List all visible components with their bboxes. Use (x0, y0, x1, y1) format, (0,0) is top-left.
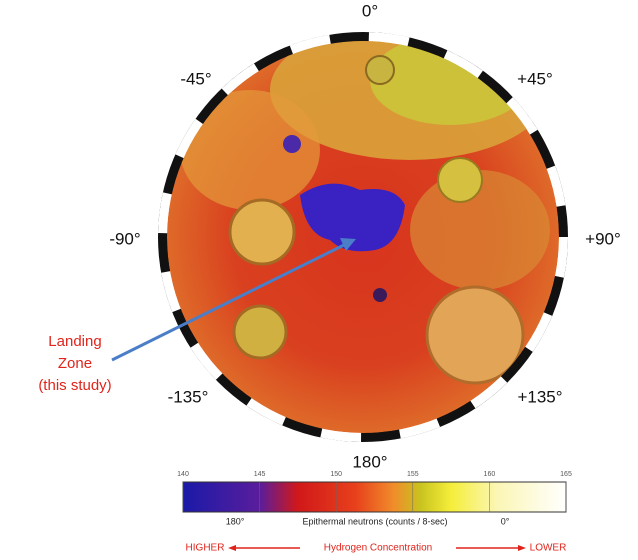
longitude-label: -135° (168, 387, 209, 406)
annotation-line: Zone (58, 355, 92, 372)
colorbar-tick-label: 150 (330, 471, 342, 478)
figure: 0° -45° +45° -90° +90° -135° +135° 180° … (0, 0, 638, 560)
colorbar-left-label: 180° (226, 516, 245, 526)
colorbar-tick-label: 145 (254, 471, 266, 478)
colorbar-tick-label: 155 (407, 471, 419, 478)
colorbar-right-label: 0° (501, 516, 510, 526)
longitude-label: -45° (180, 69, 211, 88)
scale-left: HIGHER (186, 543, 225, 554)
scale-title: Hydrogen Concentration (324, 543, 432, 554)
longitude-label: +135° (517, 387, 562, 406)
longitude-label: 0° (362, 1, 378, 20)
longitude-label: -90° (109, 229, 140, 248)
longitude-label: 180° (352, 452, 387, 471)
colorbar (183, 482, 566, 512)
annotation-line: (this study) (38, 377, 111, 394)
colorbar-tick-label: 140 (177, 471, 189, 478)
crater (438, 158, 482, 202)
crater (234, 306, 286, 358)
annotation-line: Landing (48, 333, 101, 350)
terrain (180, 90, 320, 210)
map-figure: 0° -45° +45° -90° +90° -135° +135° 180° … (0, 0, 638, 560)
terrain (370, 35, 530, 125)
longitude-label: +45° (517, 69, 553, 88)
hydrogen-region (373, 288, 387, 302)
colorbar-tick-label: 160 (484, 471, 496, 478)
crater (230, 200, 294, 264)
crater (366, 56, 394, 84)
polar-map (158, 20, 568, 442)
hydrogen-region (283, 135, 301, 153)
colorbar-title: Epithermal neutrons (counts / 8-sec) (302, 516, 447, 526)
longitude-label: +90° (585, 229, 621, 248)
scale-right: LOWER (530, 543, 567, 554)
colorbar-tick-label: 165 (560, 471, 572, 478)
